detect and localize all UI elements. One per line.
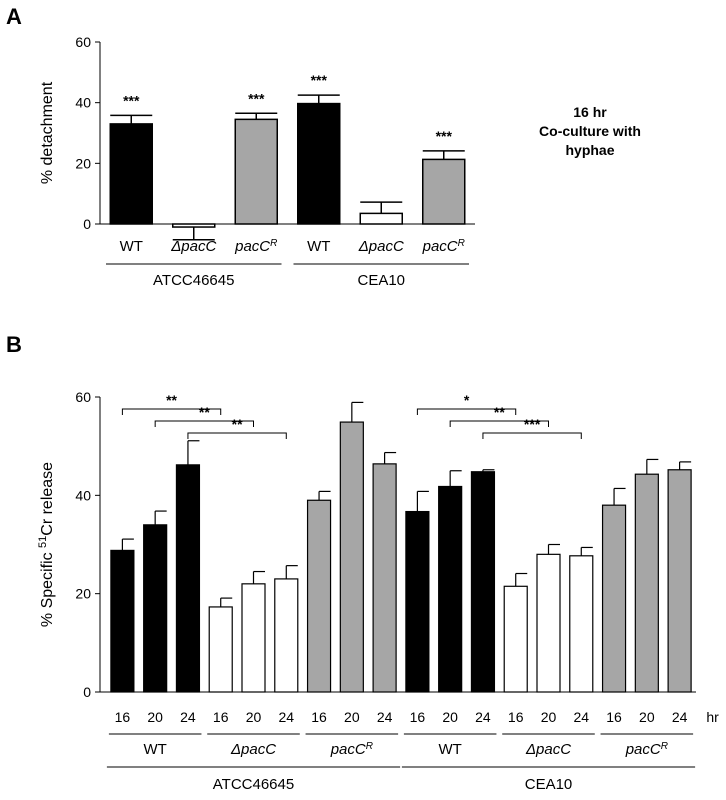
condition-group-label: ΔpacC [230, 741, 276, 758]
bar [297, 102, 341, 225]
panel-a-chart: 0 20 40 60 % detachment *** WT ΔpacC *** pacCR ***… [39, 34, 641, 289]
significance-bracket [187, 432, 287, 439]
x-tick-label: 16 [115, 709, 131, 725]
y-tick-label: 20 [75, 155, 91, 171]
x-category-label: WT [307, 238, 330, 255]
x-tick-label: 20 [246, 709, 262, 725]
bar [306, 499, 332, 693]
bar [422, 158, 466, 225]
x-category-label: ΔpacC [358, 238, 404, 255]
strain-group-label: ATCC46645 [213, 776, 294, 793]
x-tick-label: 24 [278, 709, 294, 725]
condition-group-label: pacCR [625, 741, 668, 759]
y-axis-label: % detachment [39, 81, 56, 184]
bar [359, 212, 403, 225]
bar [175, 464, 201, 693]
bar [109, 123, 153, 225]
significance-stars: *** [248, 90, 265, 106]
strain-group-label: ATCC46645 [153, 272, 234, 289]
x-tick-label: 24 [180, 709, 196, 725]
x-tick-label: 16 [606, 709, 622, 725]
y-tick-label: 0 [83, 684, 91, 700]
significance-bracket [121, 408, 222, 415]
condition-group-label: WT [439, 741, 462, 758]
strain-group-label: CEA10 [525, 776, 573, 793]
bar [601, 504, 627, 693]
y-tick-label: 0 [83, 216, 91, 232]
x-tick-label: 16 [508, 709, 524, 725]
y-tick-label: 20 [75, 586, 91, 602]
x-tick-label: 24 [672, 709, 688, 725]
condition-group-label: pacCR [330, 741, 373, 759]
x-category-label: WT [120, 238, 143, 255]
x-tick-label: 20 [344, 709, 360, 725]
bar [143, 524, 168, 693]
bar [405, 510, 430, 693]
condition-group-label: ΔpacC [525, 741, 571, 758]
y-tick-label: 60 [75, 34, 91, 50]
bar [372, 463, 397, 693]
significance-stars: *** [436, 128, 453, 144]
panel-b-letter: B [6, 332, 22, 357]
bar [569, 555, 594, 693]
x-category-label: pacCR [422, 238, 465, 256]
annotation-text: hyphae [565, 142, 614, 158]
x-tick-label: 16 [311, 709, 327, 725]
significance-stars: ** [199, 404, 210, 420]
x-tick-label: 20 [442, 709, 458, 725]
y-tick-label: 40 [75, 487, 91, 503]
significance-bracket [449, 420, 549, 427]
annotation-text: 16 hr [573, 104, 607, 120]
y-tick-label: 40 [75, 95, 91, 111]
annotation-text: Co-culture with [539, 123, 641, 139]
significance-stars: * [464, 392, 470, 408]
bar [667, 469, 692, 693]
significance-bracket [482, 432, 582, 439]
bar [536, 553, 561, 693]
panel-b-chart: 0 20 40 60 % Specific 51Cr release 16 20 24 16 20… [37, 389, 719, 793]
significance-stars: ** [166, 392, 177, 408]
x-tick-label: 16 [213, 709, 229, 725]
bar [438, 485, 463, 693]
significance-stars: *** [311, 72, 328, 88]
bar [274, 578, 299, 693]
x-tick-label: 16 [410, 709, 426, 725]
significance-stars: ** [232, 416, 243, 432]
significance-bracket [416, 408, 517, 415]
x-tick-label: 20 [147, 709, 163, 725]
condition-group-label: WT [144, 741, 167, 758]
significance-stars: *** [524, 416, 541, 432]
bar [339, 421, 364, 693]
significance-stars: ** [494, 404, 505, 420]
bar [208, 606, 233, 693]
bar [470, 471, 496, 693]
y-axis-label: % Specific 51Cr release [37, 462, 56, 627]
bar [234, 118, 278, 225]
x-tick-label: 20 [541, 709, 557, 725]
x-tick-label: 24 [475, 709, 491, 725]
significance-stars: *** [123, 92, 140, 108]
significance-bracket [154, 420, 254, 427]
bar [172, 223, 216, 228]
x-category-label: ΔpacC [170, 238, 216, 255]
bar [110, 549, 135, 693]
bar [634, 473, 659, 693]
x-tick-label: 24 [377, 709, 393, 725]
strain-group-label: CEA10 [357, 272, 405, 289]
bar [241, 583, 266, 693]
panel-a-letter: A [6, 4, 22, 29]
y-tick-label: 60 [75, 389, 91, 405]
x-category-label: pacCR [234, 238, 277, 256]
bar [503, 585, 528, 693]
x-unit-label: hr [706, 709, 719, 725]
x-tick-label: 20 [639, 709, 655, 725]
x-tick-label: 24 [573, 709, 589, 725]
